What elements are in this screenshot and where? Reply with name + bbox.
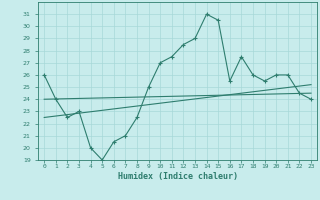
X-axis label: Humidex (Indice chaleur): Humidex (Indice chaleur) xyxy=(118,172,238,181)
